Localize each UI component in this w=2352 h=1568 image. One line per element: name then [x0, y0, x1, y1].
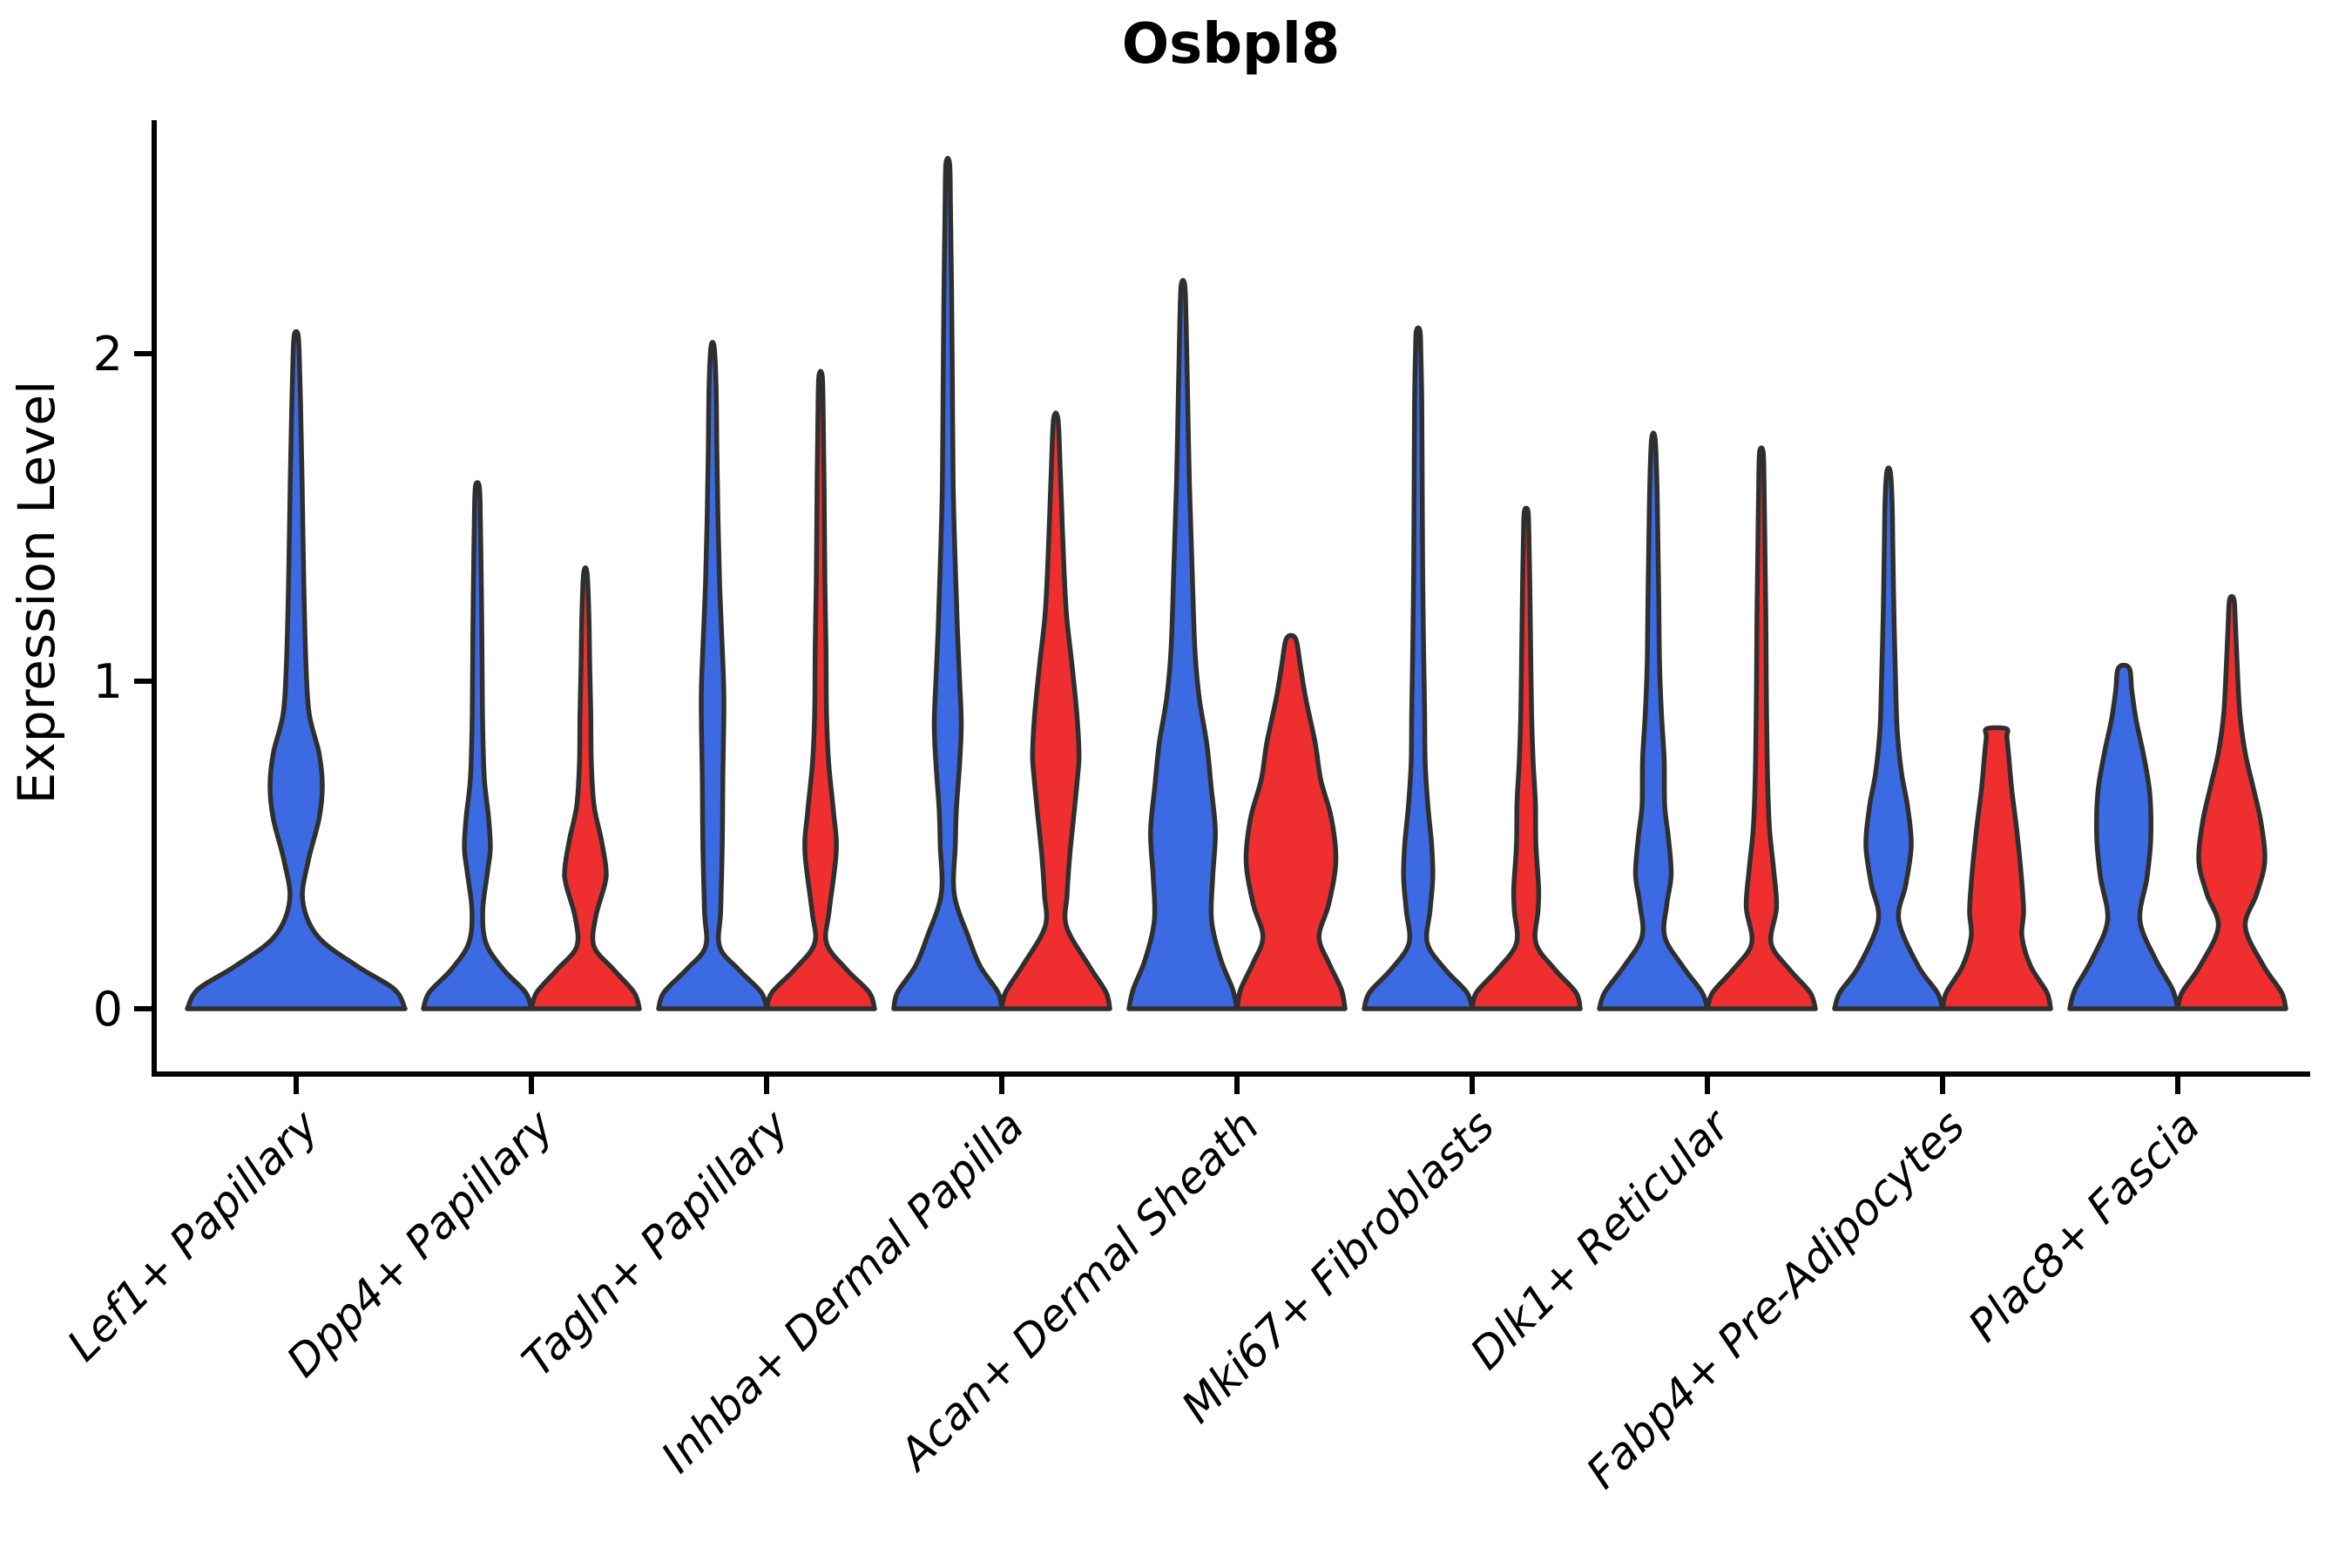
violin-red-plac8-fascia: [2175, 594, 2288, 1011]
violin-blue-tagln-papillary: [656, 340, 769, 1011]
violin-blue-inhba-dermal-papilla: [891, 156, 1004, 1011]
violin-blue-dpp4-papillary: [421, 480, 534, 1011]
violin-red-dpp4-papillary: [529, 565, 642, 1011]
violin-blue-fabp4-pre-adipocytes: [1832, 465, 1945, 1011]
violin-blue-mki67-fibroblasts: [1362, 325, 1475, 1011]
x-tick-label: Lef1+ Papillary: [57, 1099, 328, 1370]
violin-blue-plac8-fascia: [2067, 662, 2180, 1011]
y-tick-label: 0: [93, 982, 123, 1037]
violin-red-inhba-dermal-papilla: [999, 410, 1112, 1011]
violin-red-tagln-papillary: [764, 368, 877, 1011]
y-tick-label: 1: [93, 654, 123, 709]
violin-blue-lef1-papillary: [185, 328, 408, 1011]
y-axis: 0 1 2: [93, 120, 157, 1074]
y-axis-label: Expression Level: [7, 381, 66, 804]
y-tick-label: 2: [93, 327, 123, 382]
violin-red-dlk1-reticular: [1705, 445, 1818, 1011]
violins-layer: [185, 156, 2288, 1011]
y-ticks: 0 1 2: [93, 327, 154, 1037]
violin-blue-acan-dermal-sheath: [1126, 278, 1240, 1011]
violin-red-acan-dermal-sheath: [1234, 632, 1348, 1011]
x-tick-label: Fabp4+ Pre-Adipocytes: [1577, 1100, 1975, 1498]
plot-title: Osbpl8: [1122, 12, 1341, 77]
x-tick-label: Plac8+ Fascia: [1959, 1100, 2210, 1351]
violin-red-mki67-fibroblasts: [1470, 505, 1583, 1011]
x-tick-label: Dlk1+ Reticular: [1461, 1098, 1741, 1379]
violin-red-fabp4-pre-adipocytes: [1940, 725, 2053, 1011]
violin-blue-dlk1-reticular: [1597, 430, 1710, 1011]
